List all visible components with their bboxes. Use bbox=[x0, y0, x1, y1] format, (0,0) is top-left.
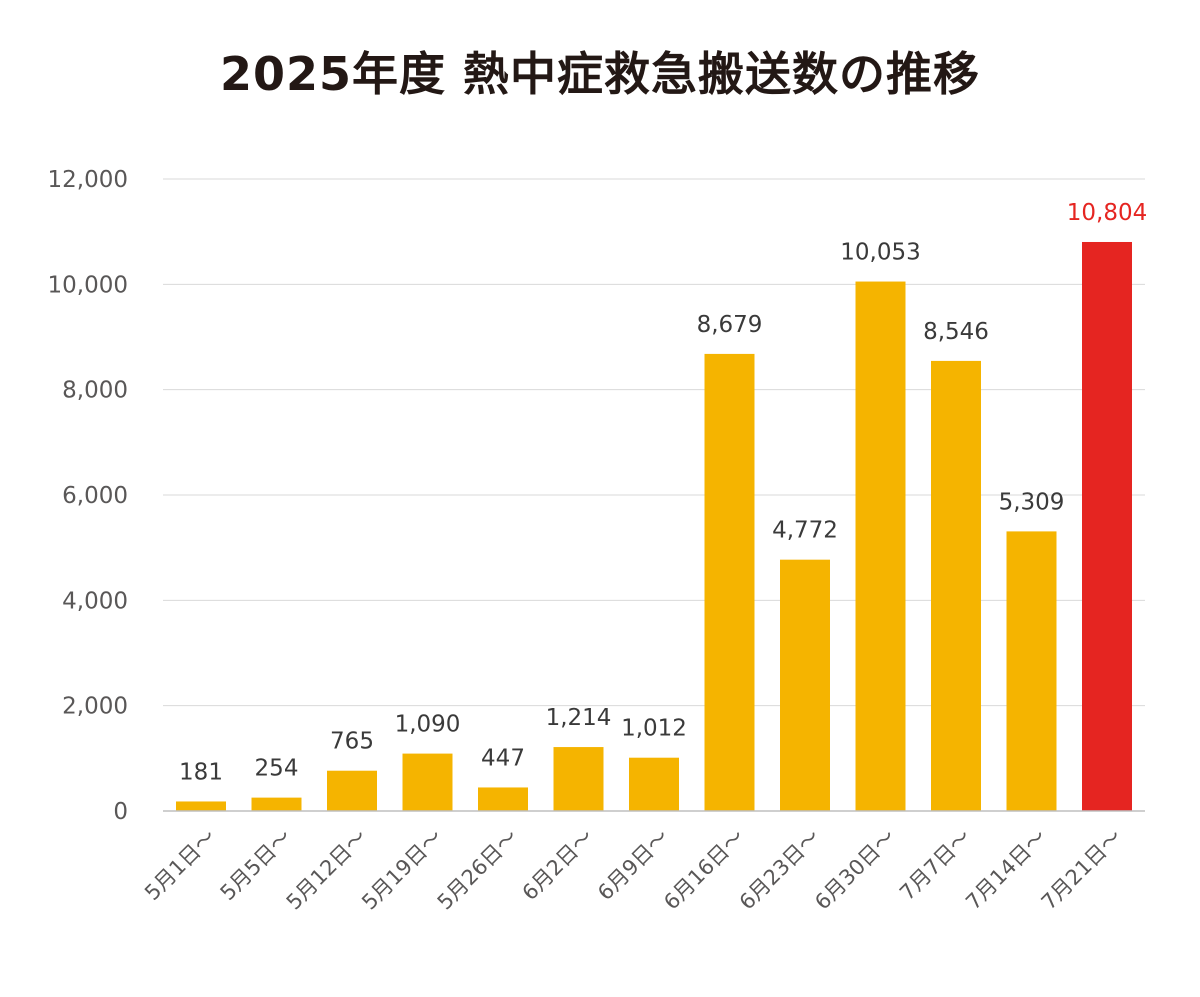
bar bbox=[1082, 241, 1132, 812]
bar bbox=[704, 353, 755, 811]
data-label: 181 bbox=[179, 759, 223, 785]
bar bbox=[251, 797, 302, 811]
bar bbox=[327, 770, 377, 811]
data-label: 1,012 bbox=[621, 716, 687, 742]
y-tick-label: 10,000 bbox=[48, 272, 128, 298]
data-label: 1,090 bbox=[395, 712, 461, 738]
bar bbox=[780, 559, 830, 811]
x-tick-label: 7月7日～ bbox=[895, 825, 975, 905]
x-tick-label: 5月19日～ bbox=[357, 825, 447, 915]
x-tick-label: 5月1日～ bbox=[140, 825, 220, 905]
bar bbox=[402, 753, 453, 811]
bar bbox=[629, 757, 679, 811]
y-tick-label: 8,000 bbox=[62, 378, 128, 404]
data-label: 8,679 bbox=[697, 312, 763, 338]
data-label: 765 bbox=[330, 729, 374, 755]
bar bbox=[1006, 531, 1057, 811]
x-tick-label: 6月2日～ bbox=[518, 825, 598, 905]
x-tick-label: 6月23日～ bbox=[735, 825, 825, 915]
bar bbox=[478, 787, 528, 811]
y-tick-label: 4,000 bbox=[62, 588, 128, 614]
data-label: 254 bbox=[255, 756, 299, 782]
x-tick-label: 5月26日～ bbox=[433, 825, 523, 915]
bar bbox=[553, 747, 604, 811]
x-tick-label: 7月14日～ bbox=[961, 825, 1051, 915]
bar bbox=[931, 360, 981, 811]
y-tick-label: 6,000 bbox=[62, 483, 128, 509]
bar bbox=[176, 801, 226, 811]
data-label: 10,053 bbox=[840, 240, 920, 266]
data-label: 5,309 bbox=[999, 489, 1065, 515]
x-tick-label: 6月16日～ bbox=[659, 825, 749, 915]
data-label: 10,804 bbox=[1067, 200, 1147, 226]
x-tick-label: 6月9日～ bbox=[593, 825, 673, 905]
y-tick-label: 12,000 bbox=[48, 167, 128, 193]
y-tick-label: 2,000 bbox=[62, 694, 128, 720]
chart-title: 2025年度 熱中症救急搬送数の推移 bbox=[219, 47, 981, 101]
x-tick-label: 5月5日～ bbox=[216, 825, 296, 905]
x-tick-label: 6月30日～ bbox=[810, 825, 900, 915]
x-tick-label: 7月21日～ bbox=[1037, 825, 1127, 915]
data-label: 447 bbox=[481, 745, 525, 771]
data-label: 1,214 bbox=[546, 705, 612, 731]
x-tick-label: 5月12日～ bbox=[282, 825, 372, 915]
data-label: 4,772 bbox=[772, 518, 838, 544]
data-label: 8,546 bbox=[923, 319, 989, 345]
bar bbox=[855, 281, 906, 811]
y-tick-label: 0 bbox=[113, 799, 128, 825]
